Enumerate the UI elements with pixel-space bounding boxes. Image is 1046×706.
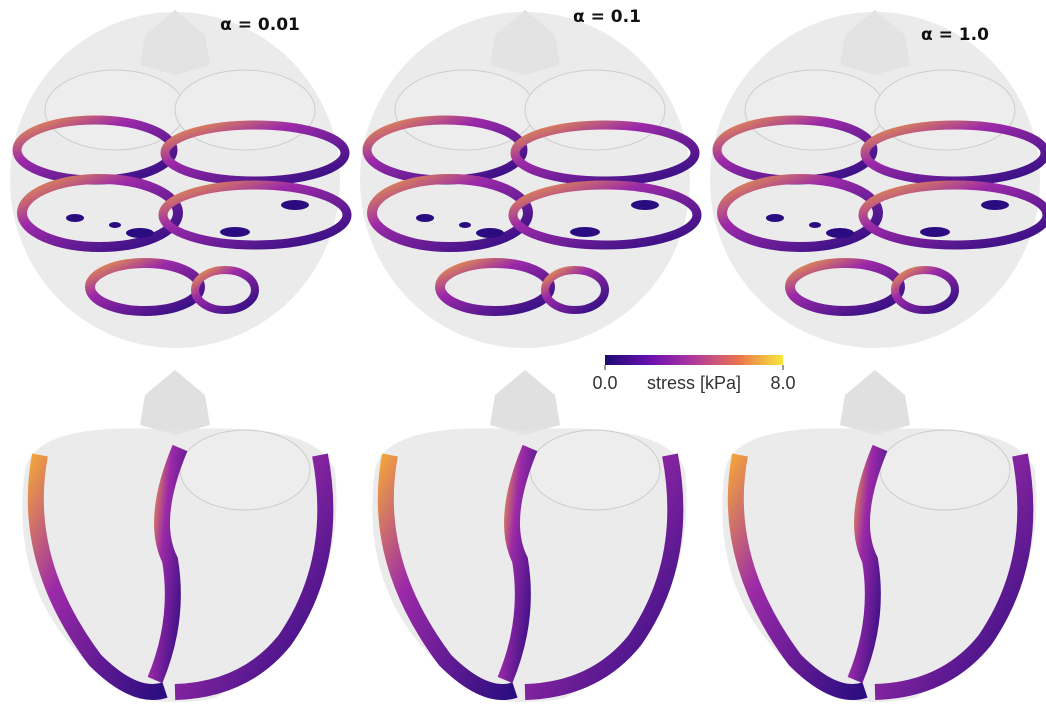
colorbar-tick-label: 0.0 [592,373,617,393]
colorbar-label: stress [kPa] [647,373,741,393]
panel-title: α = 0.01 [220,15,300,35]
panel-title: α = 1.0 [921,25,989,45]
colorbar-tick-label: 8.0 [770,373,795,393]
slice-render [710,10,1046,348]
section-render [722,370,1036,702]
slice-render [10,10,347,348]
section-render [372,370,686,702]
section-render [22,370,336,702]
figure: α = 0.01 α = 0.1 α = 1.0 stress [kPa] 0.… [0,0,1046,706]
slice-render [360,10,697,348]
colorbar [605,355,783,365]
panel-title: α = 0.1 [573,7,641,27]
